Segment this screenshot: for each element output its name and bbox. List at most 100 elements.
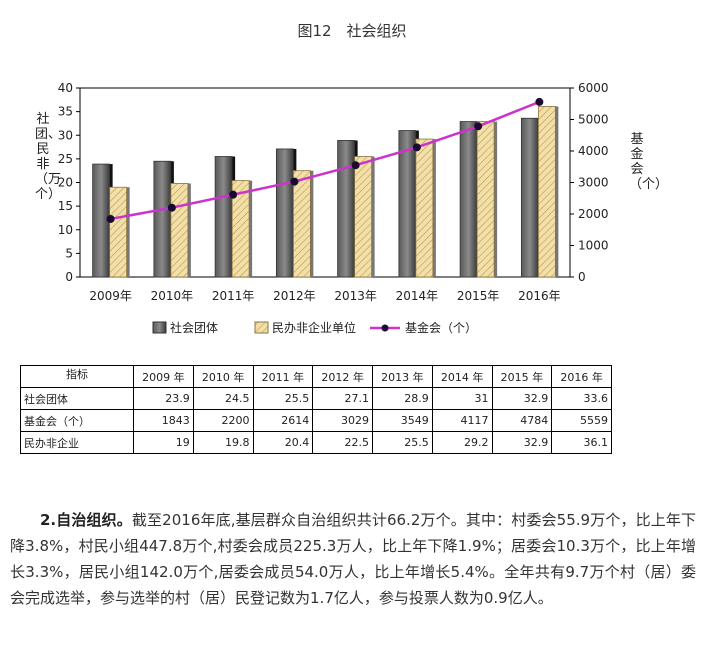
legend-label: 民办非企业单位 (272, 320, 356, 335)
table-cell: 28.9 (372, 387, 433, 410)
table-cell: 2016 年 (551, 365, 612, 388)
table-cell: 32.9 (491, 387, 553, 410)
row-label: 民办非企业 (20, 431, 134, 454)
x-tick-label: 2014年 (396, 289, 439, 303)
table-row: 社会团体 23.9 24.5 25.5 27.1 28.9 31 32.9 33.6 (20, 387, 612, 410)
bar-social-groups (337, 140, 356, 278)
table-header-row: 指标 2009 年 2010 年 2011 年 2012 年 2013 年 2014 年 20… (20, 365, 612, 388)
table-cell: 36.1 (551, 431, 612, 454)
x-tick-label: 2010年 (151, 289, 194, 303)
table-cell: 2013 年 (372, 365, 433, 388)
table-cell: 19 (133, 431, 194, 454)
legend-label: 社会团体 (170, 320, 218, 335)
right-axis-label: 基金会（个） (629, 132, 669, 192)
table-cell: 23.9 (133, 387, 194, 410)
table-cell: 19.8 (192, 431, 254, 454)
paragraph-heading: 2.自治组织。 (40, 511, 132, 529)
row-label: 指标 (20, 365, 134, 388)
table-cell: 2012 年 (312, 365, 373, 388)
table-row: 基金会（个） 1843 2200 2614 3029 3549 4117 4784 5559 (20, 409, 612, 432)
x-tick-label: 2015年 (457, 289, 500, 303)
bar-social-groups (153, 160, 172, 278)
y2-tick-label: 0 (578, 270, 586, 284)
point-foundations (290, 177, 299, 186)
table-cell: 2200 (192, 409, 254, 432)
y-tick-label: 35 (58, 105, 73, 119)
chart: 0 5 10 15 20 25 30 35 40 0 1000 2000 3000 4000 5000 600… (58, 81, 609, 335)
y-tick-label: 25 (58, 152, 73, 166)
paragraph: 2.自治组织。截至2016年底,基层群众自治组织共计66.2万个。其中：村委会5… (10, 507, 696, 611)
x-tick-label: 2013年 (334, 289, 377, 303)
bar-private-nonenterprise (231, 180, 250, 278)
point-foundations (167, 203, 176, 212)
table-cell: 2009 年 (133, 365, 194, 388)
table-cell: 25.5 (252, 387, 314, 410)
bar-private-nonenterprise (476, 121, 495, 278)
table-cell: 33.6 (551, 387, 612, 410)
bar-social-groups (214, 156, 233, 278)
table-cell: 3549 (372, 409, 433, 432)
legend-label: 基金会（个） (405, 320, 477, 335)
table-cell: 20.4 (252, 431, 314, 454)
table-cell: 2015 年 (491, 365, 553, 388)
bar-social-groups (520, 117, 539, 278)
y2-tick-label: 4000 (578, 144, 609, 158)
line-foundations (110, 100, 540, 221)
y-tick-label: 0 (65, 270, 73, 284)
bar-private-nonenterprise (109, 186, 128, 278)
table-cell: 4784 (491, 409, 553, 432)
bar-private-nonenterprise (537, 106, 556, 278)
table-cell: 31 (431, 387, 493, 410)
point-foundations (535, 97, 544, 106)
point-foundations (106, 214, 115, 223)
figure-title: 图12 社会组织 (297, 22, 407, 40)
y2-tick-label: 1000 (578, 239, 609, 253)
x-tick-label: 2011年 (212, 289, 255, 303)
table-cell: 2014 年 (431, 365, 493, 388)
table-cell: 22.5 (312, 431, 373, 454)
y2-tick-label: 6000 (578, 81, 609, 95)
y-tick-label: 5 (65, 246, 73, 260)
table-cell: 25.5 (372, 431, 433, 454)
bar-private-nonenterprise (170, 183, 189, 278)
bar-social-groups (459, 121, 478, 278)
bar-private-nonenterprise (415, 138, 434, 278)
point-foundations (412, 143, 421, 152)
y-tick-label: 10 (58, 223, 73, 237)
point-foundations (351, 161, 360, 170)
table-cell: 2011 年 (252, 365, 314, 388)
bar-private-nonenterprise (292, 170, 311, 278)
y-tick-label: 40 (58, 81, 73, 95)
table-cell: 2614 (252, 409, 314, 432)
x-tick-label: 2012年 (273, 289, 316, 303)
legend-swatch-private-nonenterprise (254, 321, 269, 334)
y-tick-label: 30 (58, 128, 73, 142)
data-table: 指标 2009 年 2010 年 2011 年 2012 年 2013 年 2014 年 20… (20, 365, 612, 454)
x-tick-label: 2016年 (518, 289, 561, 303)
table-cell: 5559 (551, 409, 612, 432)
table-row: 民办非企业 19 19.8 20.4 22.5 25.5 29.2 32.9 36.1 (20, 431, 612, 454)
legend-swatch-social-groups (152, 321, 167, 334)
table-cell: 27.1 (312, 387, 373, 410)
y-tick-label: 15 (58, 199, 73, 213)
table-cell: 1843 (133, 409, 194, 432)
y2-tick-label: 3000 (578, 176, 609, 190)
x-tick-label: 2009年 (89, 289, 132, 303)
y2-tick-label: 2000 (578, 207, 609, 221)
y-tick-label: 20 (58, 176, 73, 190)
table-cell: 32.9 (491, 431, 553, 454)
table-cell: 2010 年 (192, 365, 254, 388)
bar-private-nonenterprise (354, 156, 373, 278)
y2-tick-label: 5000 (578, 113, 609, 127)
paragraph-body: 截至2016年底,基层群众自治组织共计66.2万个。其中：村委会55.9万个，比… (10, 511, 696, 607)
point-foundations (474, 122, 483, 131)
table-cell: 3029 (312, 409, 373, 432)
legend-marker-foundations (381, 324, 389, 332)
table-cell: 29.2 (431, 431, 493, 454)
row-label: 社会团体 (20, 387, 134, 410)
point-foundations (229, 190, 238, 199)
table-cell: 24.5 (192, 387, 254, 410)
bar-social-groups (275, 148, 294, 278)
left-axis-label: 社团、民非（万个） (35, 112, 62, 202)
table-cell: 4117 (431, 409, 493, 432)
